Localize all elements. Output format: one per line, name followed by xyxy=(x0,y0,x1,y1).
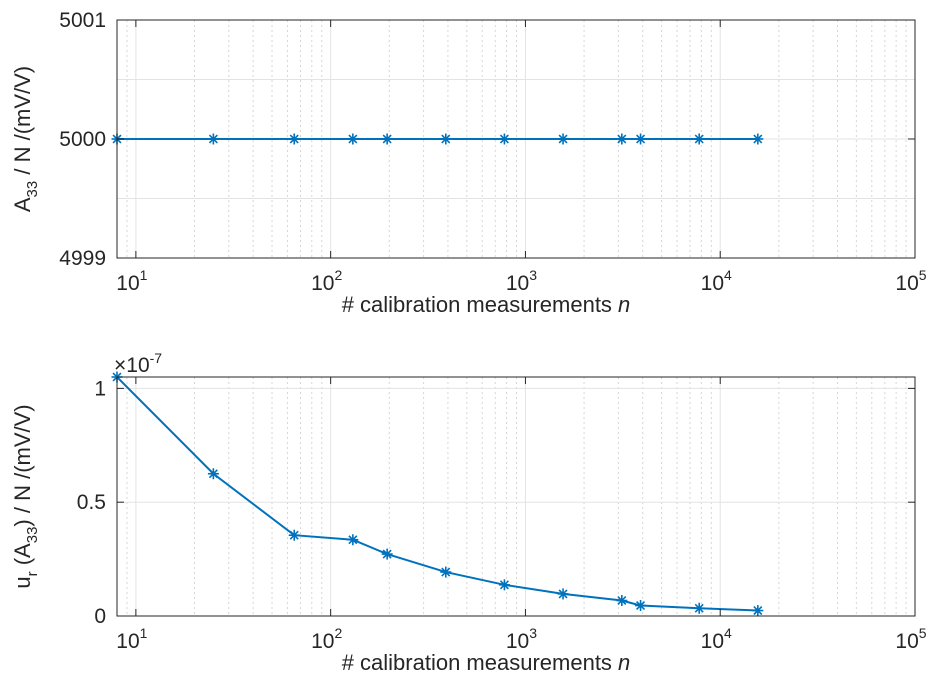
x-axis-label: # calibration measurements n xyxy=(342,650,631,675)
data-point-marker xyxy=(288,133,300,145)
x-tick-label: 102 xyxy=(311,267,342,295)
data-point-marker xyxy=(616,595,628,607)
x-tick-label: 105 xyxy=(895,625,926,653)
y-exponent-label: ×10-7 xyxy=(114,350,162,377)
series-ur-a33 xyxy=(111,371,764,617)
x-tick-label: 101 xyxy=(116,267,147,295)
x-tick-label: 105 xyxy=(895,267,926,295)
data-point-marker xyxy=(207,133,219,145)
y-tick-label: 0 xyxy=(94,605,106,628)
y-tick-label: 1 xyxy=(94,377,106,400)
data-point-marker xyxy=(347,534,359,546)
x-tick-label: 103 xyxy=(506,267,537,295)
data-point-marker xyxy=(693,602,705,614)
data-point-marker xyxy=(498,133,510,145)
x-tick-label: 101 xyxy=(116,625,147,653)
data-point-marker xyxy=(635,133,647,145)
series-line xyxy=(116,376,758,612)
data-point-marker xyxy=(498,579,510,591)
data-point-marker xyxy=(288,529,300,541)
y-tick-label: 5000 xyxy=(59,128,106,151)
data-point-marker xyxy=(752,133,764,145)
data-point-marker xyxy=(752,605,764,617)
data-point-marker xyxy=(557,588,569,600)
x-tick-label: 104 xyxy=(701,267,732,295)
data-point-marker xyxy=(381,548,393,560)
x-axis-label: # calibration measurements n xyxy=(342,292,631,317)
ticks: 101 102 103 104 105 0 0.5 1 xyxy=(77,377,927,653)
data-point-marker xyxy=(557,133,569,145)
data-point-marker xyxy=(616,133,628,145)
data-point-marker xyxy=(207,468,219,480)
plot-frame xyxy=(116,376,916,617)
y-tick-label: 5001 xyxy=(59,9,106,32)
ticks: 101 102 103 104 105 4999 5000 5001 xyxy=(59,9,927,295)
data-point-marker xyxy=(635,600,647,612)
data-point-marker xyxy=(381,133,393,145)
data-point-marker xyxy=(693,133,705,145)
x-tick-label: 104 xyxy=(701,625,732,653)
data-point-marker xyxy=(440,133,452,145)
y-tick-label: 4999 xyxy=(59,247,106,270)
data-point-marker xyxy=(347,133,359,145)
chart-ur-a33: 101 102 103 104 105 0 0.5 1 ×10-7 # calibration… xyxy=(10,350,927,675)
y-axis-label: A33 / N /(mV/V) xyxy=(10,66,41,212)
chart-a33: 101 102 103 104 105 4999 5000 5001 # calibratio… xyxy=(10,9,927,317)
x-tick-label: 103 xyxy=(506,625,537,653)
plot-area xyxy=(117,377,915,616)
data-point-marker xyxy=(440,566,452,578)
x-tick-label: 102 xyxy=(311,625,342,653)
y-tick-label: 0.5 xyxy=(77,491,106,514)
y-axis-label: ur (A33) / N /(mV/V) xyxy=(10,404,41,588)
